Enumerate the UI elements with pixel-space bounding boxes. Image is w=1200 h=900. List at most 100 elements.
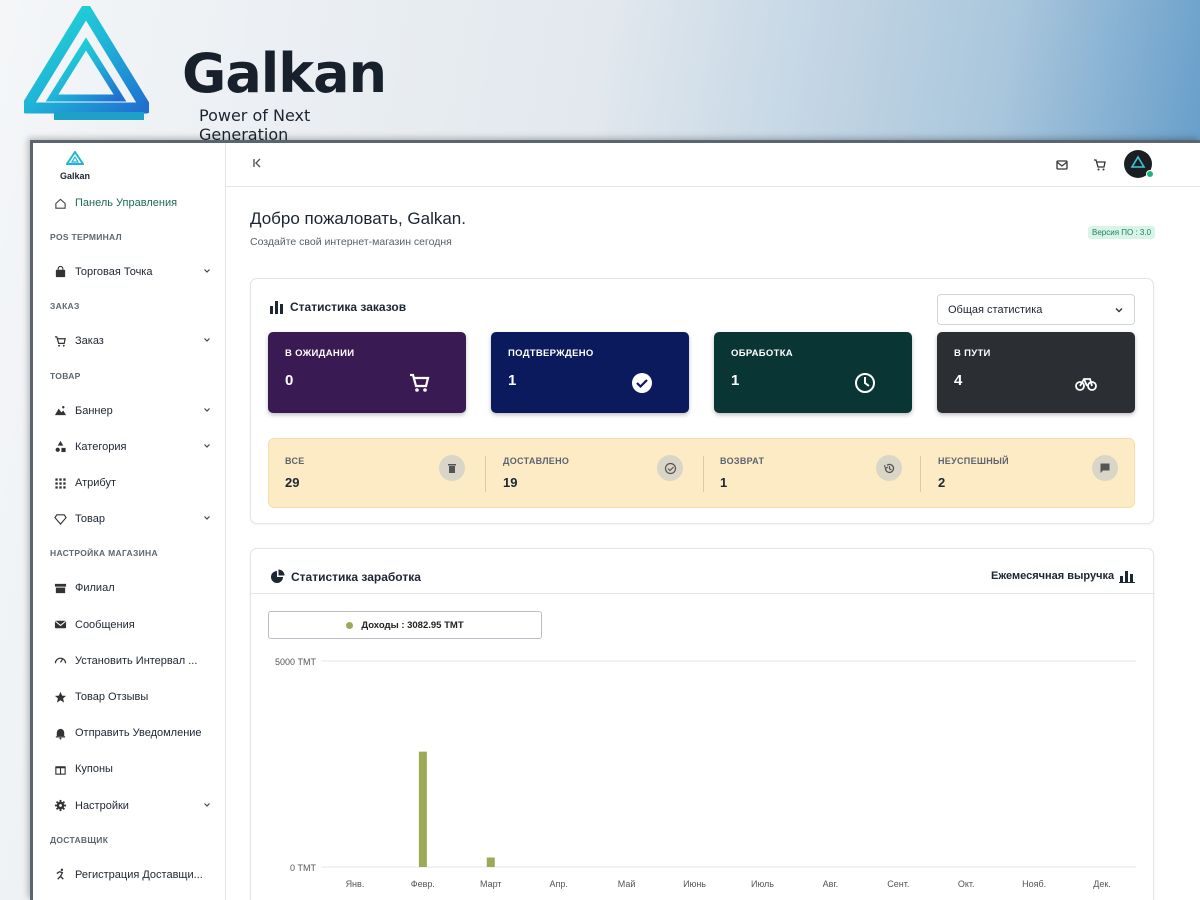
sidebar-item[interactable]: Товар [53, 509, 213, 529]
summary-return[interactable]: ВОЗВРАТ 1 [720, 439, 902, 509]
sidebar-item[interactable]: Филиал [53, 578, 213, 598]
avatar-logo-icon [1130, 155, 1146, 168]
sidebar-item-label: Регистрация Доставщи... [75, 868, 203, 881]
sidebar-section-label: ТОВАР [50, 370, 81, 381]
sidebar-item-label: Торговая Точка [75, 266, 153, 279]
online-status-dot [1146, 170, 1154, 178]
brand-name: Galkan [182, 42, 387, 105]
gift-icon [53, 762, 67, 776]
summary-failed[interactable]: НЕУСПЕШНЫЙ 2 [938, 439, 1118, 509]
status-label: В ПУТИ [954, 348, 991, 359]
pie-chart-icon [271, 569, 285, 583]
grid-icon [53, 476, 67, 490]
x-tick-label: Апр. [550, 879, 568, 889]
brand-tagline: Power of Next Generation [199, 106, 311, 144]
chevron-down-icon [203, 442, 213, 452]
mail-icon [53, 618, 67, 632]
x-tick-label: Нояб. [1022, 879, 1046, 889]
summary-label: ДОСТАВЛЕНО [503, 456, 570, 466]
status-processing-card[interactable]: ОБРАБОТКА 1 [714, 332, 912, 413]
brand-banner: Galkan Power of Next Generation [24, 6, 404, 144]
sidebar-item[interactable]: Купоны [53, 759, 213, 779]
chart-legend[interactable]: Доходы : 3082.95 ТМТ [268, 611, 542, 639]
sidebar-item-label: Сообщения [75, 618, 135, 631]
clock-icon [855, 373, 875, 393]
sidebar-item[interactable]: Установить Интервал ... [53, 651, 213, 671]
welcome-title: Добро пожаловать, Galkan. [250, 209, 466, 228]
home-icon [53, 196, 67, 210]
x-tick-label: Июнь [683, 879, 706, 889]
bar-chart-icon [270, 301, 283, 314]
summary-value: 2 [938, 475, 946, 490]
sidebar-item-label: Атрибут [75, 477, 116, 489]
earnings-card: Статистика заработка Ежемесячная выручка… [250, 548, 1155, 900]
monthly-revenue-label: Ежемесячная выручка [991, 570, 1115, 582]
sidebar-section-label: POS ТЕРМИНАЛ [50, 232, 122, 243]
x-tick-label: Янв. [346, 879, 365, 889]
sidebar-item[interactable]: Торговая Точка [53, 262, 213, 282]
sidebar-item[interactable]: Атрибут [53, 473, 213, 493]
x-tick-label: Май [618, 879, 636, 889]
sidebar-item-label: Настройки [75, 799, 129, 812]
chevron-down-icon [1115, 307, 1123, 312]
summary-label: ВОЗВРАТ [720, 456, 765, 466]
order-stats-card: Статистика заказов Общая статистика В ОЖ… [250, 278, 1154, 524]
status-label: ПОДТВЕРЖДЕНО [508, 348, 594, 359]
order-stats-header: Статистика заказов [269, 300, 406, 314]
status-value: 1 [508, 372, 517, 389]
messages-button[interactable] [1054, 157, 1070, 173]
sidebar-item[interactable]: Заказ [53, 331, 213, 351]
sidebar-section-label: ДОСТАВЩИК [50, 834, 109, 845]
earnings-bar-chart: 5000 ТМТ 0 ТМТ Янв. Февр. Март Апр. Май Июнь Июл… [275, 657, 1136, 889]
sidebar-item[interactable]: Регистрация Доставщи... [53, 865, 213, 885]
chevron-down-icon [203, 801, 213, 811]
gear-icon [53, 799, 67, 813]
monthly-revenue-toggle[interactable]: Ежемесячная выручка [991, 569, 1136, 583]
status-pending-card[interactable]: В ОЖИДАНИИ 0 [268, 332, 466, 413]
sidebar-item[interactable]: Категория [53, 437, 213, 457]
bicycle-icon [1075, 378, 1097, 391]
sidebar-item[interactable]: Отправить Уведомление [53, 723, 213, 743]
summary-label: ВСЕ [285, 456, 305, 466]
image-icon [53, 404, 67, 418]
summary-divider [920, 456, 921, 492]
diamond-icon [53, 512, 67, 526]
status-in-transit-card[interactable]: В ПУТИ 4 [937, 332, 1135, 413]
earnings-title: Статистика заработка [291, 570, 421, 584]
status-value: 4 [954, 372, 963, 389]
version-badge: Версия ПО : 3.0 [1088, 226, 1156, 239]
x-tick-label: Март [480, 879, 502, 889]
message-icon [1056, 160, 1068, 170]
stats-filter-value: Общая статистика [948, 303, 1043, 316]
summary-delivered[interactable]: ДОСТАВЛЕНО 19 [503, 439, 683, 509]
summary-divider [703, 456, 704, 492]
x-tick-label: Июль [751, 879, 774, 889]
galkan-small-logo-icon [65, 150, 85, 165]
summary-all[interactable]: ВСЕ 29 [285, 439, 465, 509]
store-icon [53, 581, 67, 595]
avatar[interactable] [1124, 150, 1154, 178]
chevron-down-icon [203, 514, 213, 524]
sidebar-item[interactable]: Сообщения [53, 615, 213, 635]
summary-divider [485, 456, 486, 492]
sidebar-item[interactable]: Панель Управления [53, 193, 213, 213]
runner-icon [53, 868, 67, 882]
x-tick-label: Окт. [958, 879, 975, 889]
x-tick-label: Сент. [887, 879, 909, 889]
order-summary-bar: ВСЕ 29 ДОСТАВЛЕНО 19 ВОЗВРАТ [268, 438, 1135, 508]
category-icon [53, 440, 67, 454]
top-bar [226, 143, 1200, 187]
sidebar-item-label: Заказ [75, 335, 104, 348]
main-content: Добро пожаловать, Galkan. Создайте свой … [226, 143, 1200, 900]
sidebar-item-label: Товар [75, 513, 105, 526]
sidebar-item[interactable]: Баннер [53, 401, 213, 421]
status-confirmed-card[interactable]: ПОДТВЕРЖДЕНО 1 [491, 332, 689, 413]
stats-filter-select[interactable]: Общая статистика [937, 294, 1135, 325]
earnings-header: Статистика заработка [269, 569, 421, 585]
sidebar-logo[interactable]: Galkan [55, 150, 95, 181]
collapse-sidebar-button[interactable] [251, 157, 263, 172]
sidebar-item-label: Категория [75, 440, 127, 453]
cart-button[interactable] [1092, 157, 1108, 173]
sidebar-item[interactable]: Настройки [53, 796, 213, 816]
sidebar-item[interactable]: Товар Отзывы [53, 687, 213, 707]
